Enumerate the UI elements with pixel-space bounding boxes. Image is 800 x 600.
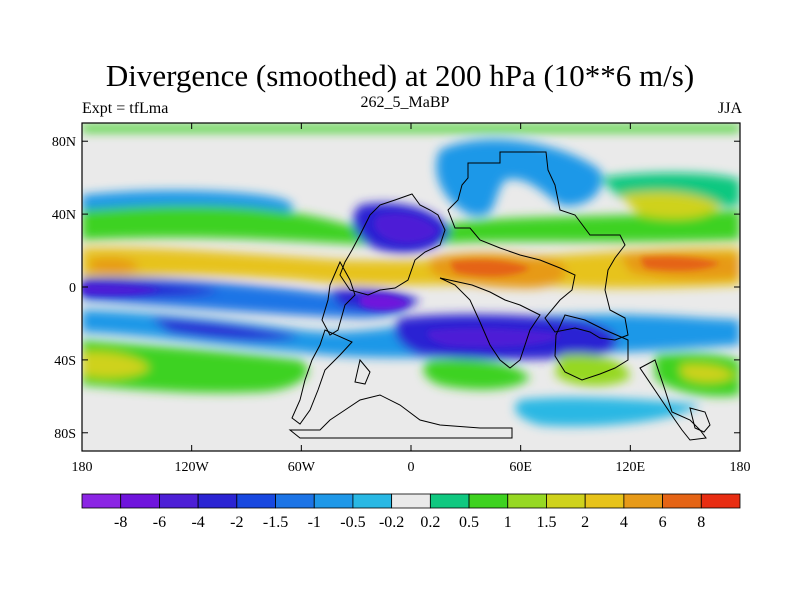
colorbar-label: -1	[308, 514, 321, 531]
colorbar-swatch	[236, 493, 276, 509]
coastlines	[288, 151, 711, 441]
season-label: JJA	[717, 100, 742, 117]
case-label: 262_5_MaBP	[360, 94, 450, 111]
colorbar-swatch	[81, 493, 122, 509]
colorbar-swatch	[197, 493, 238, 509]
colorbar-label: 0.2	[420, 514, 440, 531]
colorbar-label: -0.2	[379, 514, 404, 531]
colorbar-label: 8	[697, 514, 705, 531]
colorbar-swatch	[352, 493, 393, 509]
colorbar-label: -0.5	[340, 514, 365, 531]
colorbar-label: 1.5	[536, 514, 556, 531]
colorbar-swatch	[275, 493, 315, 509]
lon-tick-label: 180	[72, 460, 93, 475]
colorbar-swatch	[313, 493, 354, 509]
colorbar-swatch	[429, 493, 470, 509]
chart-title: Divergence (smoothed) at 200 hPa (10**6 …	[105, 58, 695, 93]
lon-tick-label: 60E	[509, 460, 532, 475]
colorbar-swatch	[700, 493, 741, 509]
lon-tick-label: 0	[408, 460, 415, 475]
lon-tick-label: 180	[730, 460, 751, 475]
colorbar-label: 4	[620, 514, 628, 531]
lat-tick-label: 40S	[54, 354, 76, 369]
colorbar-label: -4	[191, 514, 204, 531]
colorbar-swatch	[391, 493, 431, 509]
colorbar-swatch	[159, 493, 199, 509]
map-panel	[82, 123, 740, 451]
lat-tick-label: 80N	[52, 135, 76, 150]
colorbar-label: -8	[114, 514, 127, 531]
colorbar-label: -2	[230, 514, 243, 531]
colorbar-label: 0.5	[459, 514, 479, 531]
colorbar-label: 6	[659, 514, 667, 531]
lat-tick-label: 0	[69, 281, 76, 296]
colorbar-swatch	[120, 493, 160, 509]
lon-tick-label: 120E	[616, 460, 646, 475]
lat-tick-label: 40N	[52, 208, 76, 223]
colorbar-label: 2	[581, 514, 589, 531]
latitude-axis: 80N 40N 0 40S 80S	[52, 135, 740, 442]
colorbar-swatch	[468, 493, 509, 509]
experiment-label: Expt = tfLma	[82, 100, 169, 117]
longitude-axis: 180 120W 60W 0 60E 120E 180	[72, 123, 751, 475]
colorbar-swatch	[507, 493, 547, 509]
lon-tick-label: 120W	[175, 460, 210, 475]
colorbar: -8 -6 -4 -2 -1.5 -1 -0.5 -0.2 0.2 0.5 1 1.5 2 4 6 8	[81, 493, 741, 531]
colorbar-swatch	[584, 493, 625, 509]
lat-tick-label: 80S	[54, 427, 76, 442]
colorbar-label: -6	[153, 514, 166, 531]
lon-tick-label: 60W	[288, 460, 316, 475]
colorbar-label: 1	[504, 514, 512, 531]
colorbar-label: -1.5	[263, 514, 288, 531]
colorbar-swatch	[662, 493, 702, 509]
colorbar-swatch	[623, 493, 663, 509]
colorbar-swatch	[546, 493, 586, 509]
divergence-core-values	[82, 213, 720, 348]
